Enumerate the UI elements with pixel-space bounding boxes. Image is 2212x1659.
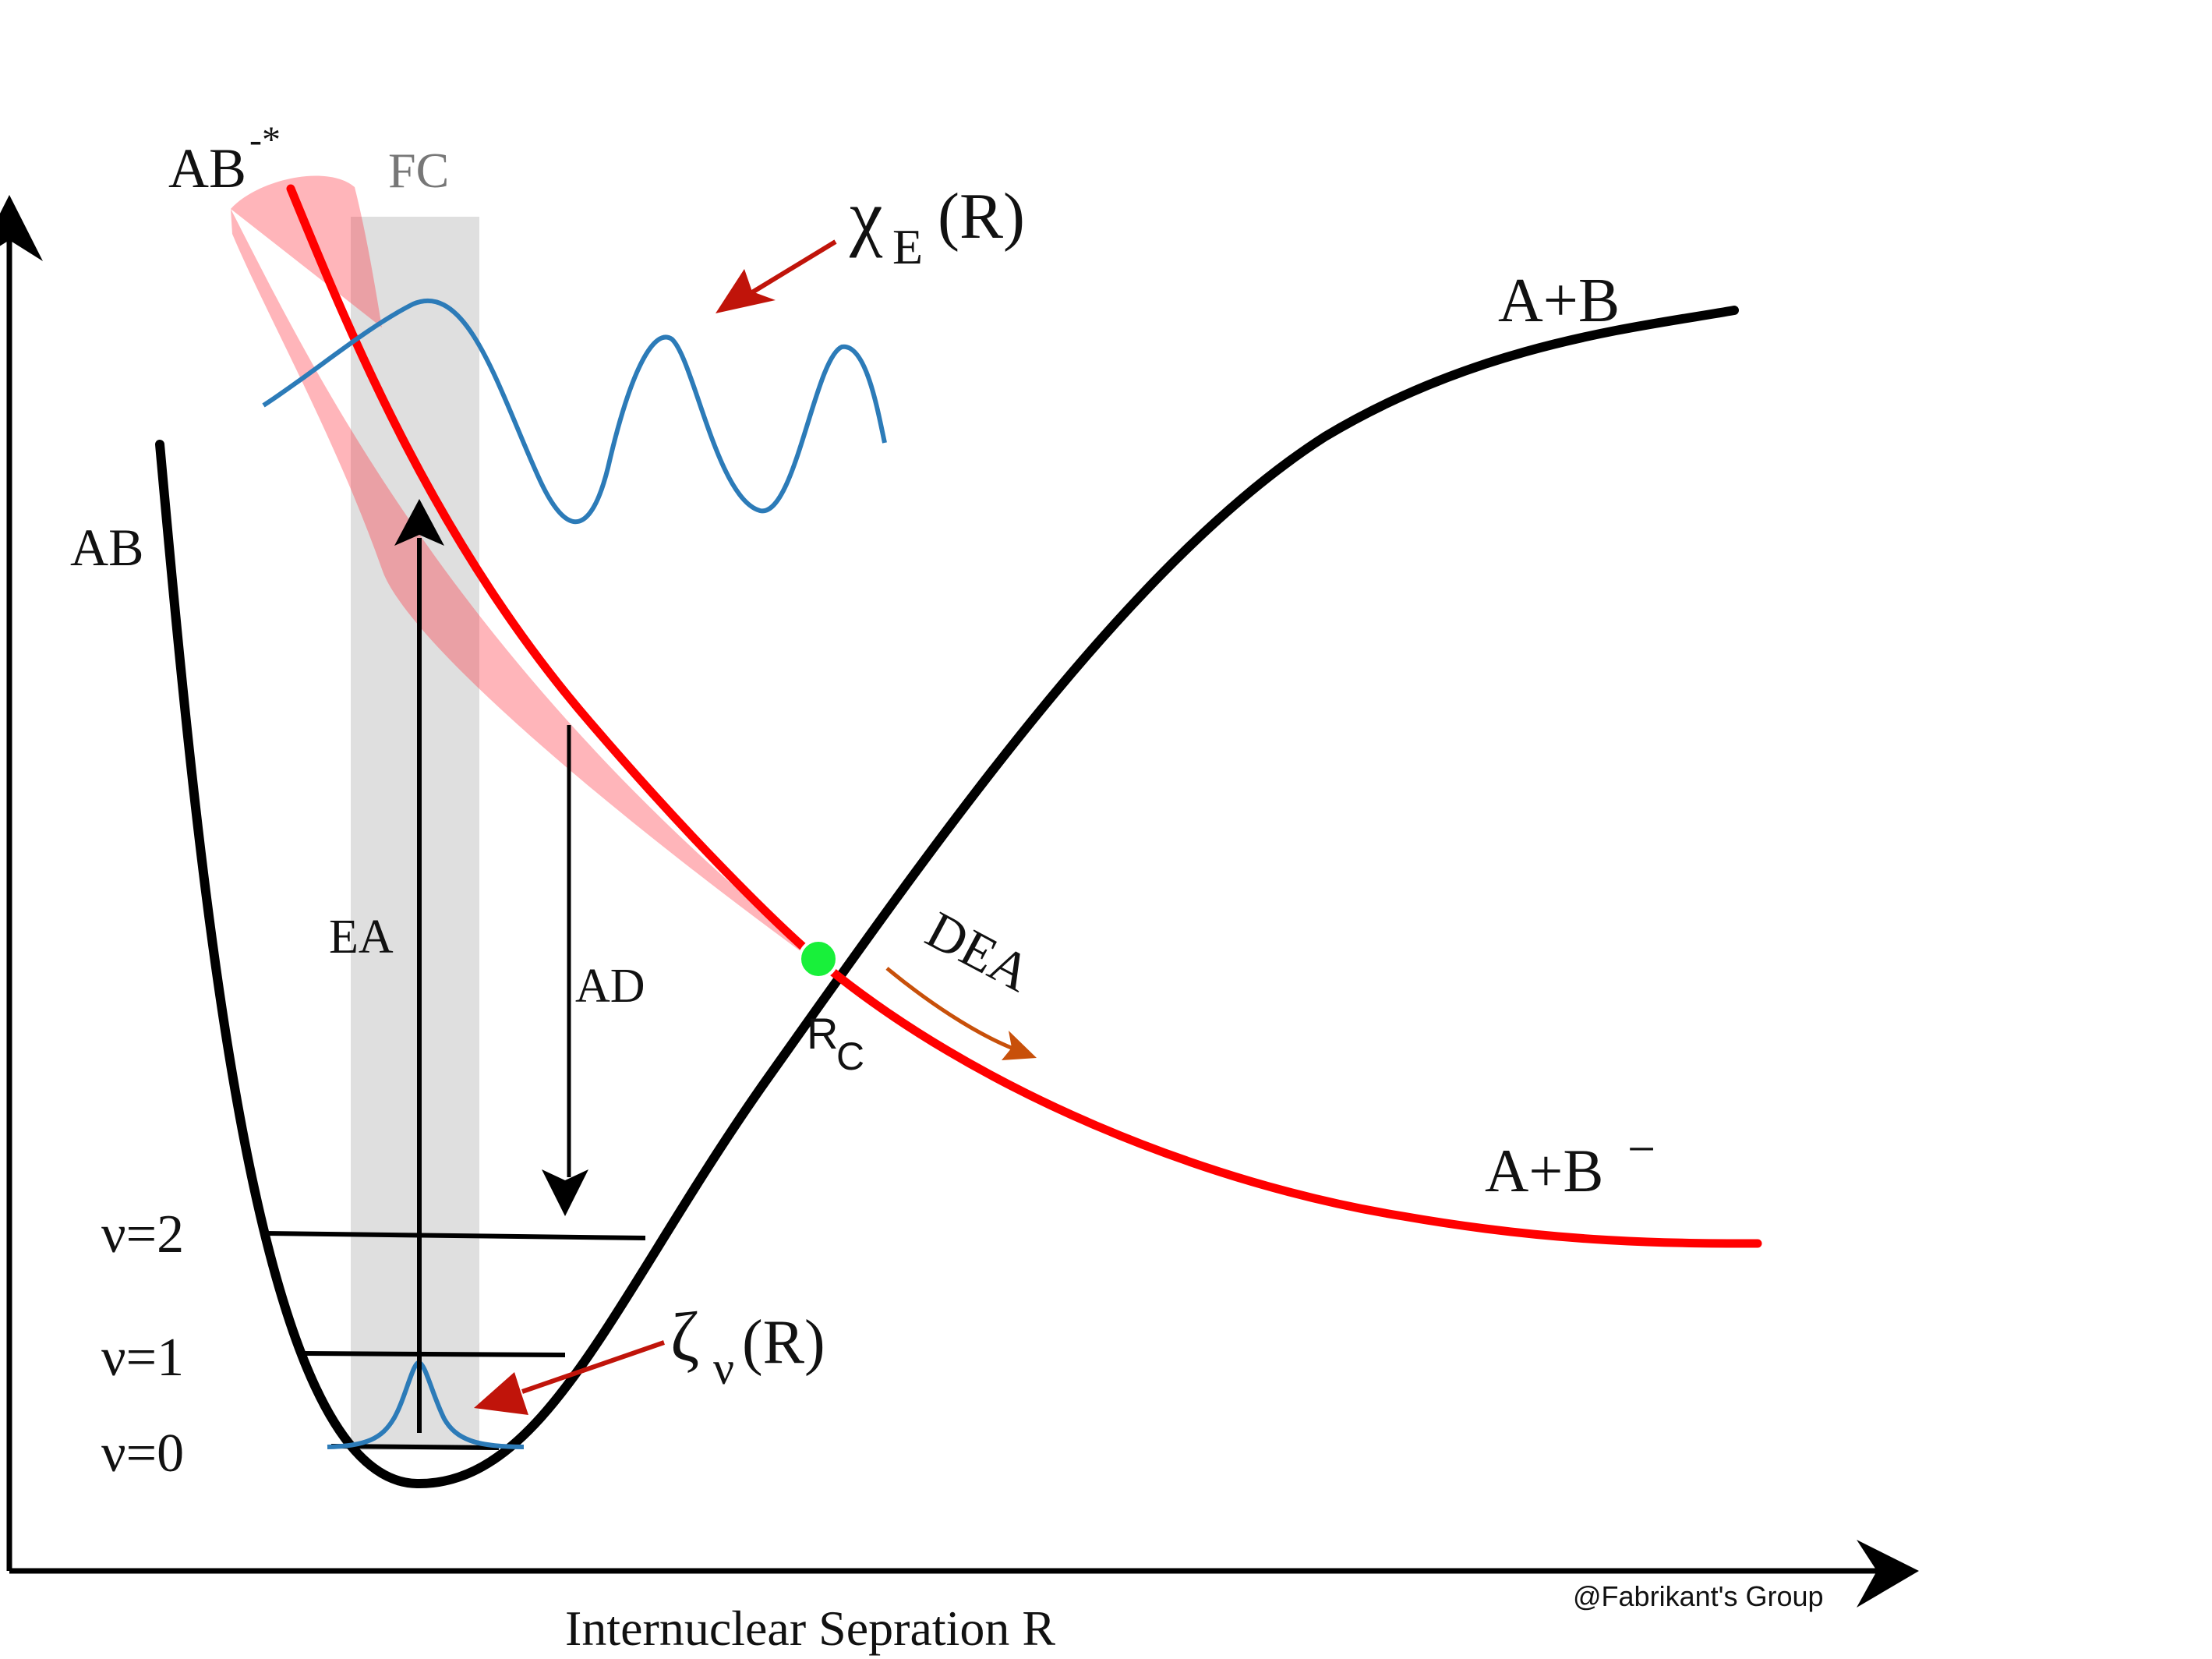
y-axis-arrowhead [0,195,43,261]
label-ea: EA [329,911,394,964]
dea-arrow [885,967,1014,1051]
label-ad: AD [575,960,645,1013]
x-axis-label: Internuclear Sepration R [565,1601,1055,1656]
dea-arrowhead [1002,1031,1037,1060]
label-anion-excited: AB [168,137,246,200]
anion-curve-band [231,209,818,962]
label-anion-excited-sup: -* [249,119,281,161]
ea-arrowhead [394,499,444,546]
vibrational-level-v1 [303,1351,566,1357]
anion-curve-band-cap [231,175,382,327]
chi-pointer-arrow [751,239,837,295]
label-franck-condon: FC [388,143,449,198]
label-chi-sub: E [892,219,923,274]
label-chi-symbol: χ [849,175,883,258]
crossing-point [798,939,839,979]
label-zeta-symbol: ζ [670,1299,699,1376]
franck-condon-region [351,217,479,1450]
label-asymptote-anion-sup: − [1627,1121,1655,1176]
vibrational-level-v0 [330,1444,500,1450]
continuum-wavefunction [262,298,887,525]
ad-arrowhead [542,1169,588,1216]
neutral-potential-curve [155,306,1739,1489]
label-dea: DEA [917,900,1041,1003]
label-zeta-sub: ν [713,1342,734,1394]
label-ground-state: AB [70,518,143,577]
x-axis-arrowhead [1857,1540,1919,1608]
label-crossing-r: R [807,1009,838,1058]
zeta-pointer-arrowhead [474,1372,528,1415]
label-level-v0: ν=0 [101,1424,184,1484]
label-asymptote-anion: A+B [1485,1137,1603,1204]
credit-text: @Fabrikant's Group [1573,1580,1824,1612]
label-chi-arg: (R) [938,180,1025,253]
chi-pointer-arrowhead [716,269,776,313]
label-level-v1: ν=1 [101,1328,184,1388]
label-zeta-arg: (R) [742,1308,825,1377]
label-crossing-sub: C [836,1035,864,1078]
label-asymptote-neutral: A+B [1498,267,1620,335]
label-level-v2: ν=2 [101,1204,184,1265]
vibrational-level-v2 [264,1231,646,1240]
zeta-pointer-arrow [521,1340,665,1394]
